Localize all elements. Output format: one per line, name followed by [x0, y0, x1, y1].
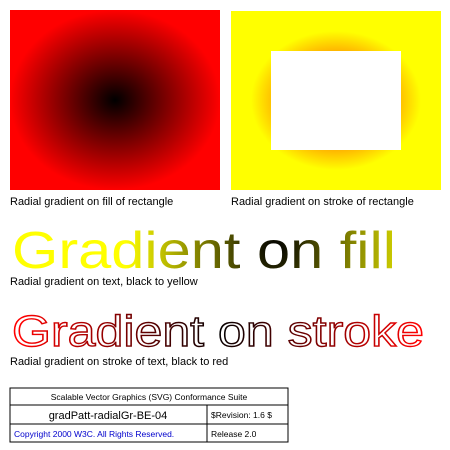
gradient-fill-text: Gradient on fill	[12, 222, 396, 280]
caption-text-fill: Radial gradient on text, black to yellow	[10, 276, 198, 288]
gradient-stroke-rectangle	[231, 11, 441, 190]
copyright-link[interactable]: Copyright 2000 W3C. All Rights Reserved.	[14, 429, 174, 439]
caption-stroke-rectangle: Radial gradient on stroke of rectangle	[231, 196, 414, 208]
test-name: gradPatt-radialGr-BE-04	[49, 410, 168, 422]
conformance-footer: Scalable Vector Graphics (SVG) Conforman…	[9, 387, 289, 443]
gradient-stroke-text: Gradient on stroke	[12, 307, 424, 356]
revision-label: $Revision: 1.6 $	[211, 410, 272, 420]
suite-title: Scalable Vector Graphics (SVG) Conforman…	[51, 392, 248, 402]
release-label: Release 2.0	[211, 429, 257, 439]
gradient-fill-rectangle	[10, 10, 220, 190]
footer-outer-box	[9, 387, 289, 443]
caption-text-stroke: Radial gradient on stroke of text, black…	[10, 356, 228, 368]
caption-fill-rectangle: Radial gradient on fill of rectangle	[10, 196, 173, 208]
